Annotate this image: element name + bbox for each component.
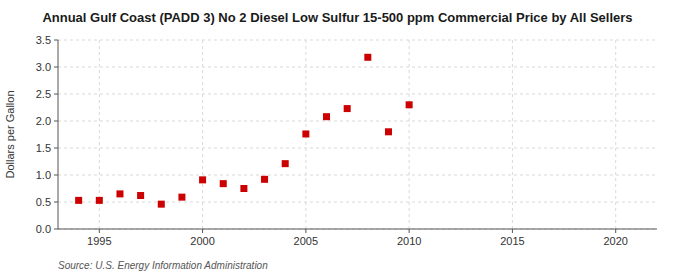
x-tick [305, 229, 306, 233]
grid-line-y [58, 121, 657, 122]
x-tick-label: 1995 [87, 235, 111, 247]
y-tick [54, 175, 58, 176]
point [220, 180, 227, 187]
y-tick-label: 0.5 [36, 196, 51, 208]
y-tick [54, 229, 58, 230]
grid-line-x [512, 40, 513, 229]
chart-container: 1995 2000 2005 2010 2015 2020 0.0 0.5 1.0 1.5 2.0 2… [0, 0, 675, 275]
grid-line-x [409, 40, 410, 229]
point [240, 185, 247, 192]
x-tick [512, 229, 513, 233]
grid-line-x [615, 40, 616, 229]
point [282, 160, 289, 167]
y-tick-label: 3.0 [36, 61, 51, 73]
y-tick [54, 67, 58, 68]
y-tick [54, 121, 58, 122]
grid-line-y [58, 40, 657, 41]
grid-line-y [58, 175, 657, 176]
chart-svg: 1995 2000 2005 2010 2015 2020 0.0 0.5 1.0 1.5 2.0 2… [0, 0, 675, 275]
x-tick-label: 2020 [603, 235, 627, 247]
x-tick-label: 2000 [190, 235, 214, 247]
x-tick [202, 229, 203, 233]
x-axis-line [58, 229, 657, 230]
y-tick-label: 3.5 [36, 34, 51, 46]
grid-line-y [58, 94, 657, 95]
grid-line-y [58, 67, 657, 68]
x-tick-label: 2015 [500, 235, 524, 247]
point [178, 194, 185, 201]
point [302, 130, 309, 137]
y-tick [54, 94, 58, 95]
grid-line-x [202, 40, 203, 229]
point [261, 176, 268, 183]
point [199, 176, 206, 183]
source-note: Source: U.S. Energy Information Administ… [58, 260, 268, 271]
point [158, 201, 165, 208]
point [75, 197, 82, 204]
title: Annual Gulf Coast (PADD 3) No 2 Diesel L… [42, 10, 632, 25]
point [323, 113, 330, 120]
x-tick [409, 229, 410, 233]
grid-line-y [58, 202, 657, 203]
point [96, 197, 103, 204]
y-tick-label: 1.0 [36, 169, 51, 181]
y-axis-label: Dollars per Gallon [4, 90, 16, 178]
point [116, 190, 123, 197]
y-tick [54, 202, 58, 203]
point [406, 101, 413, 108]
point [385, 128, 392, 135]
x-tick [99, 229, 100, 233]
point [344, 105, 351, 112]
grid-line-y [58, 229, 657, 230]
y-tick-label: 2.5 [36, 88, 51, 100]
y-tick-label: 0.0 [36, 223, 51, 235]
point [137, 192, 144, 199]
grid [58, 40, 657, 229]
y-axis-line [58, 40, 59, 229]
points [75, 54, 412, 208]
y-tick-label: 1.5 [36, 142, 51, 154]
y-tick [54, 148, 58, 149]
x-tick-label: 2005 [294, 235, 318, 247]
x-tick [615, 229, 616, 233]
point [364, 54, 371, 61]
y-tick [54, 40, 58, 41]
grid-line-y [58, 148, 657, 149]
x-tick-label: 2010 [397, 235, 421, 247]
y-tick-label: 2.0 [36, 115, 51, 127]
